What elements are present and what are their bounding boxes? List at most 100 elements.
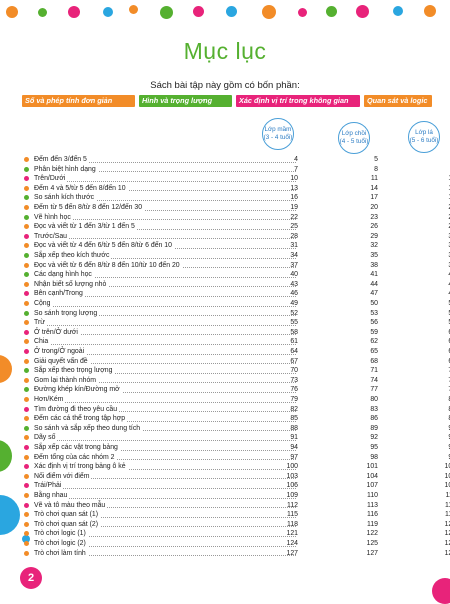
toc-entry-title: Đếm từ 5 đến 8/từ 8 đến 12/đến 30 [34,203,145,213]
grade-badge-mam: Lớp mầm (3 - 4 tuổi) [262,118,294,150]
category-dot [24,435,29,441]
page-ref: 17 [370,194,378,202]
leader-dots [34,353,296,355]
toc-entry-title: Vẽ và tô màu theo mẫu [34,500,108,511]
leader-dots [34,468,296,470]
toc-entry-title: Trên/Dưới [34,174,68,184]
page-ref: 28 [290,232,298,240]
toc-row: Đọc và viết từ 1 đến 3/từ 1 đến 5 25 26 27 [24,222,450,232]
page-ref: 84 [432,405,450,415]
paint-splat-orange [0,355,12,383]
page-ref: 39 [432,261,450,271]
leader-dots [34,324,296,326]
page-ref: 52 [290,309,298,317]
toc-entry-title: Trò chơi logic (2) [34,539,88,549]
toc-row: Giải quyết vấn đề 67 68 69 [24,356,450,367]
page-ref: 102 [444,463,450,471]
category-dot [24,541,29,546]
toc-row: Vẽ hình học 22 23 24 [24,212,450,223]
page-ref: 119 [367,520,378,528]
leader-dots [34,286,296,288]
page-title: Mục lục [183,38,267,64]
toc-entry-title: Đọc và viết từ 4 đến 6/từ 5 đến 8/từ 6 đ… [34,241,174,251]
page-ref: 63 [432,337,450,347]
page-ref: 46 [290,290,298,298]
page-ref: 75 [432,376,450,386]
toc-row: Trò chơi logic (2) 124 125 126 [24,539,450,549]
page-ref: 12 [432,174,450,184]
page-ref: 71 [370,367,378,375]
toc-entry-title: Đọc và viết từ 6 đến 8/từ 8 đến 10/từ 10… [34,260,182,271]
page-ref: 37 [290,261,298,269]
category-dot [24,425,29,431]
category-dot [24,176,29,182]
page-ref: 47 [370,290,378,298]
page-ref: 125 [366,540,379,547]
toc-row: Tìm đường đi theo yêu cầu 82 83 84 [24,404,450,415]
category-dot [24,214,29,220]
toc-entry-title: Đếm các cá thể trong tập hợp [34,414,128,424]
toc-row: Trò chơi làm tính 127 127 127 [24,548,450,559]
toc-row: Đếm đến 3/đến 5456 [24,155,436,165]
category-dot [24,195,29,201]
page-ref: 29 [370,232,378,240]
page-ref: 26 [370,223,378,231]
toc-entry-title: Đọc và viết từ 1 đến 3/từ 1 đến 5 [34,222,137,232]
paint-splat-green [38,8,47,17]
leader-dots [34,363,296,365]
page-ref: 101 [366,463,379,471]
paint-splat-orange [129,5,138,14]
page-ref: 43 [290,280,298,288]
category-dot [24,358,29,364]
category-dot [24,310,29,316]
page-ref: 98 [370,453,378,461]
category-dot [24,253,29,258]
leader-dots [34,161,296,163]
page-ref: 80 [370,396,378,403]
toc-entry-title: Trước/Sau [34,231,69,242]
grade-name: Lớp mầm [264,126,292,133]
page-ref: 64 [290,348,298,355]
page-ref: 25 [290,223,298,231]
page-ref: 109 [286,492,299,499]
category-dot [24,521,29,527]
toc-entry-title: Vẽ hình học [34,212,73,223]
page-ref: 48 [432,289,450,299]
leader-dots [34,545,296,547]
page-ref: 90 [432,424,450,434]
toc-row: Đếm từ 5 đến 8/từ 8 đến 12/đến 30 19 20 21 [24,203,450,213]
page-ref: 89 [370,424,378,432]
category-dot [24,368,29,374]
page-ref: 9 [432,165,450,175]
category-dot [24,329,29,335]
toc-entry-title: Tìm đường đi theo yêu cầu [34,404,120,415]
toc-entry-title: Trò chơi quan sát (1) [34,510,101,520]
toc-row: Vẽ và tô màu theo mẫu 112 113 114 [24,500,450,511]
category-dot [24,550,29,556]
page-ref: 127 [286,549,299,557]
page-ref: 100 [286,463,299,471]
page-ref: 30 [432,232,450,242]
toc-row: Sắp xếp theo kích thước 34 35 36 [24,251,450,261]
leader-dots [34,507,296,509]
paint-splat-blue [226,6,237,17]
leader-dots [34,295,296,297]
leader-dots [34,391,296,393]
toc-entry-title: Nối điểm với điểm [34,471,92,482]
toc-entry-title: So sánh và sắp xếp theo dung tích [34,423,143,434]
leader-dots [34,526,296,528]
leader-dots [34,411,296,413]
toc-row: Bên cạnh/Trong 46 47 48 [24,289,450,299]
paint-splat-orange [424,5,436,17]
toc-row: Sắp xếp theo trọng lượng 70 71 72 [24,366,450,376]
page-ref: 20 [370,204,378,211]
toc-row: Cộng 49 50 51 [24,299,450,309]
toc-entry-title: Gom lại thành nhóm [34,375,99,386]
page-ref: 123 [444,530,450,538]
category-dot [24,406,29,412]
toc-entry-title: Trái/Phải [34,481,64,491]
toc-entry-title: Bên cạnh/Trong [34,289,85,299]
page-ref: 10 [290,175,298,183]
page-ref: 40 [290,271,298,279]
page-ref: 51 [432,299,450,309]
